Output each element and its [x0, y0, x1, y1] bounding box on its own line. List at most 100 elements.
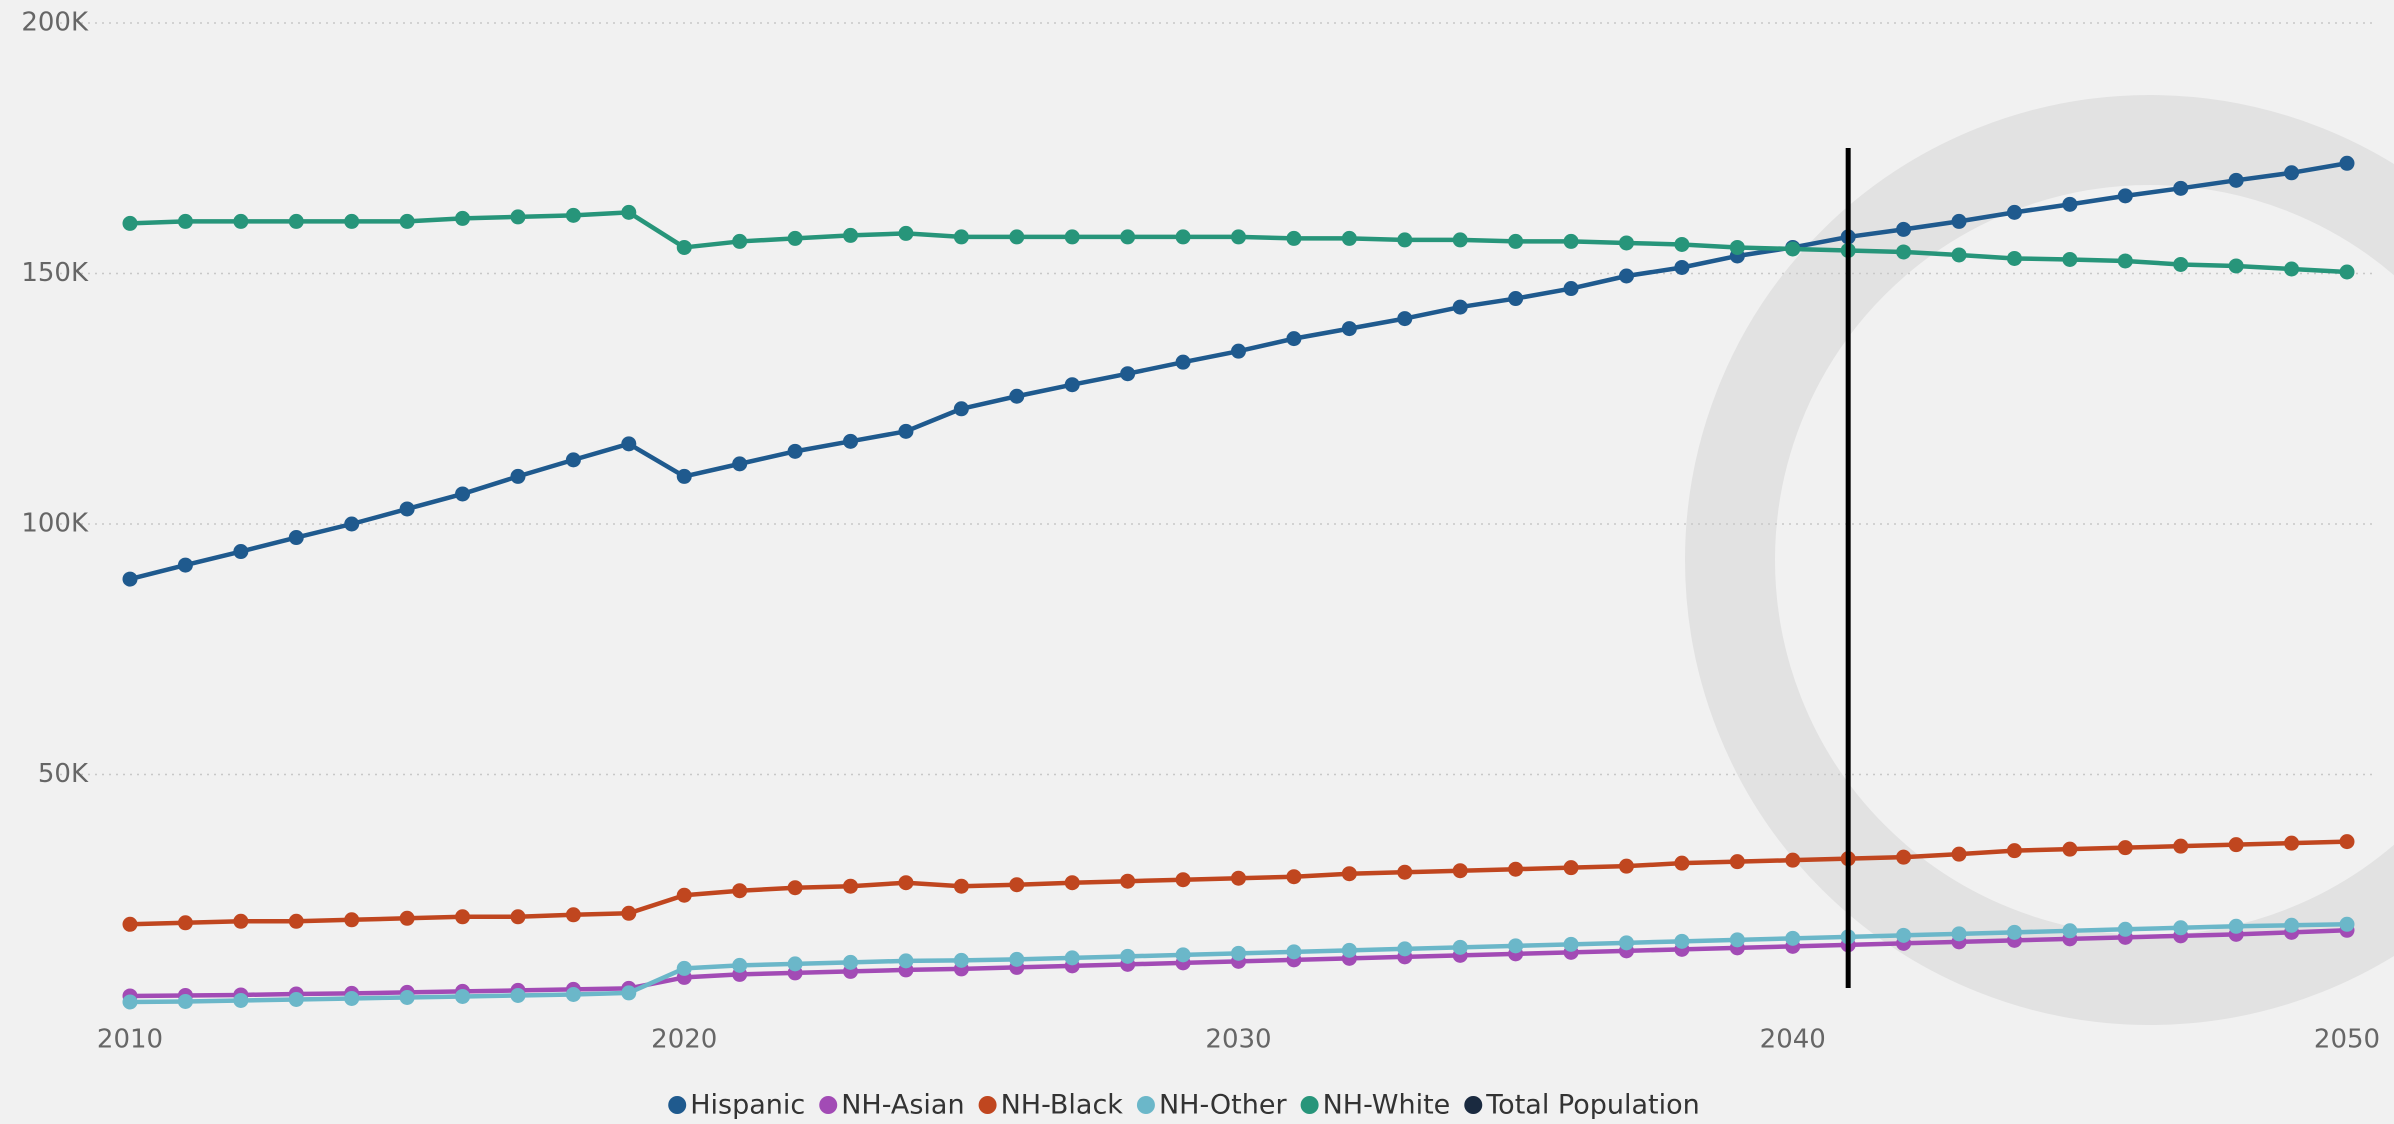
data-point — [1120, 948, 1136, 964]
data-point — [177, 213, 193, 229]
data-point — [2284, 835, 2300, 851]
data-point — [344, 912, 360, 928]
data-point — [843, 878, 859, 894]
legend-label: NH-Asian — [841, 1090, 964, 1121]
data-point — [455, 486, 471, 502]
data-point — [2006, 204, 2022, 220]
data-point — [1064, 950, 1080, 966]
legend-label: Total Population — [1485, 1090, 1700, 1121]
data-point — [1618, 858, 1634, 874]
data-point — [843, 954, 859, 970]
data-point — [787, 880, 803, 896]
data-point — [122, 994, 138, 1010]
data-point — [2339, 834, 2355, 850]
data-point — [898, 875, 914, 891]
x-tick-label: 2050 — [2314, 1025, 2380, 1055]
data-point — [177, 557, 193, 573]
legend-marker — [1300, 1096, 1319, 1114]
data-point — [1452, 939, 1468, 955]
data-point — [1341, 230, 1357, 246]
data-point — [732, 883, 748, 899]
data-point — [233, 213, 249, 229]
data-point — [2228, 918, 2244, 934]
data-point — [1175, 947, 1191, 963]
data-point — [1896, 849, 1912, 865]
data-point — [1286, 944, 1302, 960]
data-point — [787, 230, 803, 246]
data-point — [2284, 261, 2300, 277]
legend-marker — [819, 1096, 838, 1114]
data-point — [676, 887, 692, 903]
data-point — [1341, 321, 1357, 337]
data-point — [565, 986, 581, 1002]
data-point — [1231, 870, 1246, 886]
data-point — [621, 905, 637, 921]
data-point — [2228, 837, 2244, 853]
data-point — [2006, 843, 2022, 859]
data-point — [898, 953, 914, 969]
data-point — [1120, 366, 1136, 382]
data-point — [1286, 331, 1302, 347]
data-point — [565, 907, 581, 923]
data-point — [1286, 869, 1302, 885]
data-point — [1064, 229, 1080, 245]
data-point — [399, 213, 415, 229]
data-point — [1618, 235, 1634, 251]
legend-label: NH-Black — [1001, 1090, 1124, 1121]
data-point — [1175, 229, 1191, 245]
data-point — [787, 956, 803, 972]
data-point — [233, 992, 249, 1008]
data-point — [510, 468, 526, 484]
data-point — [732, 233, 748, 249]
data-point — [1397, 232, 1413, 248]
data-point — [1951, 846, 1967, 862]
data-point — [2284, 917, 2300, 933]
data-point — [1729, 239, 1745, 255]
data-point — [177, 993, 193, 1009]
data-point — [288, 530, 304, 546]
data-point — [621, 436, 637, 452]
legend-label: Hispanic — [690, 1090, 805, 1121]
data-point — [399, 501, 415, 517]
x-tick-label: 2020 — [651, 1025, 717, 1055]
data-point — [843, 433, 859, 449]
data-point — [953, 229, 969, 245]
data-point — [1009, 229, 1025, 245]
data-point — [1397, 941, 1413, 957]
data-point — [399, 910, 415, 926]
y-tick-label: 100K — [21, 509, 89, 539]
data-point — [1618, 268, 1634, 284]
legend-label: NH-Other — [1159, 1090, 1288, 1121]
data-point — [2062, 196, 2078, 212]
data-point — [2062, 251, 2078, 267]
legend-marker — [978, 1096, 997, 1114]
data-point — [953, 878, 969, 894]
data-point — [177, 915, 193, 931]
data-point — [233, 544, 249, 560]
data-point — [455, 210, 471, 226]
data-point — [676, 239, 692, 255]
data-point — [1785, 241, 1801, 257]
watermark — [1685, 95, 2394, 1025]
data-point — [1674, 933, 1690, 949]
data-point — [621, 985, 637, 1001]
data-point — [676, 468, 692, 484]
data-point — [1175, 354, 1191, 370]
data-point — [233, 913, 249, 929]
data-point — [2284, 165, 2300, 181]
y-tick-label: 150K — [21, 258, 89, 288]
legend-marker — [1464, 1096, 1483, 1114]
data-point — [1563, 936, 1579, 952]
data-point — [2117, 840, 2133, 856]
data-point — [1674, 236, 1690, 252]
data-point — [455, 988, 471, 1004]
data-point — [1951, 247, 1967, 263]
data-point — [2228, 258, 2244, 274]
data-point — [344, 990, 360, 1006]
data-point — [2173, 920, 2189, 936]
data-point — [1231, 229, 1246, 245]
data-point — [1618, 935, 1634, 951]
data-point — [1729, 932, 1745, 948]
data-point — [510, 987, 526, 1003]
